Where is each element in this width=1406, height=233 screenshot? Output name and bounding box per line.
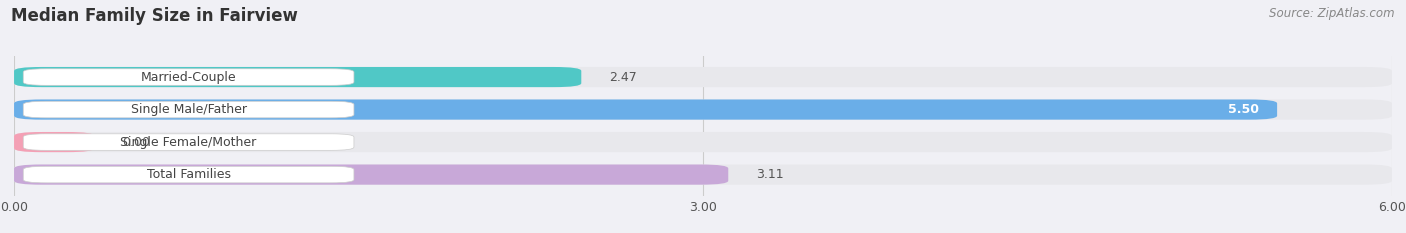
FancyBboxPatch shape [24, 166, 354, 183]
FancyBboxPatch shape [14, 164, 728, 185]
Text: 0.00: 0.00 [122, 136, 150, 149]
FancyBboxPatch shape [24, 69, 354, 85]
FancyBboxPatch shape [14, 132, 94, 152]
Text: Source: ZipAtlas.com: Source: ZipAtlas.com [1270, 7, 1395, 20]
Text: 3.11: 3.11 [756, 168, 783, 181]
FancyBboxPatch shape [14, 99, 1392, 120]
FancyBboxPatch shape [14, 164, 1392, 185]
FancyBboxPatch shape [14, 99, 1277, 120]
Text: Single Male/Father: Single Male/Father [131, 103, 246, 116]
Text: Total Families: Total Families [146, 168, 231, 181]
Text: Median Family Size in Fairview: Median Family Size in Fairview [11, 7, 298, 25]
FancyBboxPatch shape [14, 67, 1392, 87]
Text: Married-Couple: Married-Couple [141, 71, 236, 84]
FancyBboxPatch shape [14, 67, 581, 87]
FancyBboxPatch shape [24, 134, 354, 150]
Text: 5.50: 5.50 [1227, 103, 1258, 116]
FancyBboxPatch shape [14, 132, 1392, 152]
Text: 2.47: 2.47 [609, 71, 637, 84]
FancyBboxPatch shape [24, 101, 354, 118]
Text: Single Female/Mother: Single Female/Mother [121, 136, 257, 149]
